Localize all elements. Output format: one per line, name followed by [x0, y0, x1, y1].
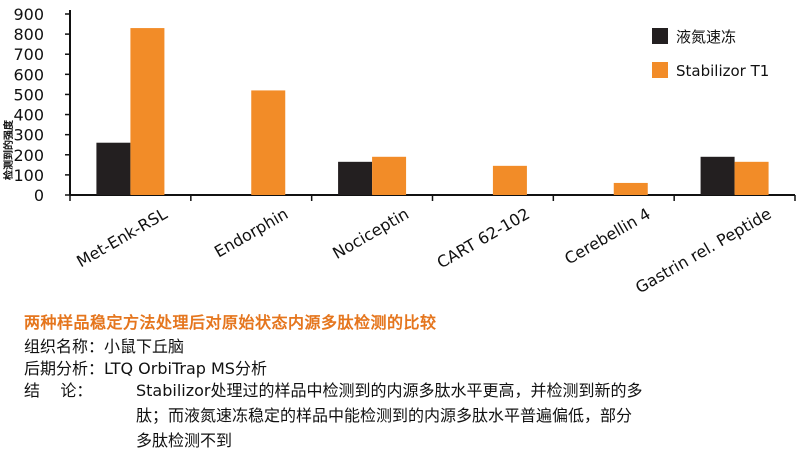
y-tick-label: 100 — [13, 166, 44, 185]
bar-stabilizor — [130, 28, 165, 196]
analysis-label: 后期分析： — [24, 359, 105, 378]
y-tick-label: 300 — [13, 126, 44, 145]
conclusion-line-2: 肽；而液氮速冻稳定的样品中能检测到的内源多肽水平普遍偏低，部分 — [136, 406, 633, 425]
legend-swatch — [652, 28, 668, 44]
analysis-row: 后期分析：LTQ OrbiTrap MS分析 — [24, 358, 267, 380]
bar-stabilizor — [251, 90, 286, 195]
category-label: Nociceptin — [329, 204, 412, 263]
category-label: Gastrin rel. Peptide — [632, 204, 774, 297]
bar-stabilizor — [613, 182, 648, 195]
y-tick-label: 500 — [13, 85, 44, 104]
conclusion-label: 结 论： — [24, 381, 93, 400]
legend-label: 液氮速冻 — [676, 28, 736, 46]
chart-bars — [69, 28, 796, 201]
y-tick-label: 600 — [13, 65, 44, 84]
x-category-labels: Met-Enk-RSL Endorphin Nociceptin CART 62-10… — [73, 204, 774, 297]
tissue-value: 小鼠下丘脑 — [104, 337, 185, 356]
y-tick-label: 700 — [13, 45, 44, 64]
category-label: Met-Enk-RSL — [73, 204, 170, 271]
bar-liquid-nitrogen — [96, 142, 131, 195]
analysis-value: LTQ OrbiTrap MS分析 — [104, 359, 267, 378]
category-label: CART 62-102 — [434, 204, 533, 272]
caption-title: 两种样品稳定方法处理后对原始状态内源多肽检测的比较 — [24, 313, 437, 332]
tissue-row: 组织名称：小鼠下丘脑 — [24, 336, 184, 358]
chart-legend: 液氮速冻 Stabilizor T1 — [652, 28, 769, 80]
conclusion-line-1: Stabilizor处理过的样品中检测到的内源多肽水平更高，并检测到新的多 — [136, 381, 643, 400]
bar-stabilizor — [734, 161, 769, 195]
tissue-label: 组织名称： — [24, 337, 105, 356]
y-axis-label: 检测到的强度 — [2, 119, 15, 180]
bar-stabilizor — [372, 156, 407, 195]
legend-swatch — [652, 62, 668, 78]
y-tick-label: 800 — [13, 25, 44, 44]
conclusion-line-3: 多肽检测不到 — [136, 431, 233, 450]
legend-label: Stabilizor T1 — [676, 62, 769, 80]
category-label: Endorphin — [211, 204, 291, 261]
y-tick-label: 0 — [34, 186, 44, 205]
bar-liquid-nitrogen — [338, 161, 373, 195]
y-tick-label: 200 — [13, 146, 44, 165]
y-tick-label: 400 — [13, 106, 44, 125]
category-label: Cerebellin 4 — [561, 204, 653, 268]
bar-liquid-nitrogen — [700, 156, 735, 195]
bar-stabilizor — [492, 165, 527, 195]
y-tick-label: 900 — [13, 5, 44, 24]
